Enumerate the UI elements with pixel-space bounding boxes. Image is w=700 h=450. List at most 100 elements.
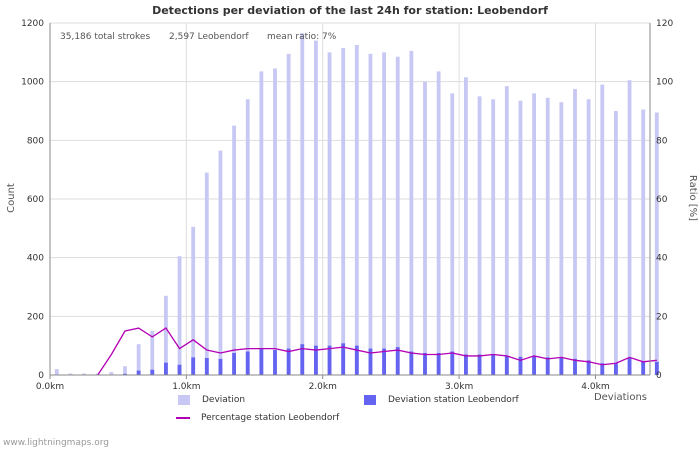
info-total-strokes: 35,186 total strokes: [60, 32, 150, 42]
deviation-bar: [259, 71, 264, 376]
station-bar: [314, 345, 318, 375]
deviation-bar: [54, 369, 59, 375]
chart-title: Detections per deviation of the last 24h…: [152, 4, 548, 17]
deviation-bar: [341, 47, 346, 376]
legend-deviation-label: Deviation: [202, 395, 246, 405]
station-bar: [177, 364, 182, 375]
deviation-bar: [641, 109, 646, 375]
legend-percentage-label: Percentage station Leobendorf: [201, 413, 340, 423]
deviation-bar: [327, 52, 332, 375]
station-bar: [136, 370, 141, 375]
x-tick-label: 0.0km: [36, 382, 64, 392]
station-bar: [450, 351, 455, 375]
deviation-bar: [123, 366, 127, 375]
deviation-bars: [54, 33, 659, 376]
gridlines: [50, 22, 650, 375]
y2-tick-label: 40: [656, 254, 668, 264]
station-bar: [627, 357, 632, 375]
station-bar: [341, 343, 346, 375]
y-axis-label: Count: [6, 183, 17, 213]
station-bars: [123, 343, 659, 375]
y-tick-label: 800: [27, 136, 44, 146]
y-tick-label: 400: [27, 254, 44, 264]
info-mean-ratio: mean ratio: 7%: [267, 32, 337, 42]
deviation-bar: [136, 344, 141, 375]
deviation-bar: [245, 99, 250, 376]
x-axis-label: Deviations: [594, 392, 647, 403]
legend-deviation-swatch: [178, 395, 190, 405]
y-tick-label: 600: [27, 195, 44, 205]
station-bar: [286, 348, 291, 375]
deviation-bar: [395, 56, 400, 375]
station-bar: [245, 351, 250, 375]
deviation-bar: [409, 50, 414, 376]
station-bar: [204, 357, 209, 375]
y-tick-label: 200: [27, 312, 44, 322]
station-bar: [395, 347, 400, 375]
deviation-bar: [423, 81, 427, 376]
deviation-bar: [232, 125, 236, 375]
station-bar: [545, 357, 550, 375]
station-bar: [654, 361, 659, 375]
station-bar: [123, 373, 127, 375]
station-bar: [491, 354, 496, 375]
deviation-bar: [573, 89, 577, 375]
legend-station-swatch: [364, 395, 376, 405]
tick-labels: 0 200 400 600 800 1000 1200 0 20 40 60 80 100 120 0.0k…: [21, 19, 673, 392]
deviation-bar: [150, 331, 155, 375]
station-bar: [573, 358, 577, 375]
deviation-bar: [82, 373, 86, 375]
deviation-bar: [273, 68, 277, 375]
station-bar: [409, 351, 414, 375]
axes: [49, 23, 651, 379]
y-tick-label: 1000: [21, 78, 44, 88]
deviation-bar: [300, 33, 305, 376]
deviation-bar: [518, 100, 523, 375]
station-bar: [532, 355, 536, 375]
x-tick-label: 1.0km: [172, 382, 200, 392]
y-tick-label: 1200: [21, 19, 44, 29]
station-bar: [600, 363, 605, 375]
deviation-bar: [450, 93, 455, 376]
station-bar: [273, 350, 277, 375]
legend-percentage: Percentage station Leobendorf: [176, 413, 339, 423]
deviation-bar: [464, 77, 468, 376]
station-bar: [300, 344, 305, 375]
legend-deviation: Deviation: [178, 395, 245, 405]
deviation-bar: [477, 96, 482, 375]
deviation-bar: [354, 45, 359, 375]
deviation-bar: [286, 53, 291, 376]
x-tick-label: 2.0km: [309, 382, 337, 392]
y2-axis-label: Ratio [%]: [687, 175, 698, 221]
station-bar: [327, 345, 332, 375]
station-bar: [150, 369, 155, 375]
legend-station: Deviation station Leobendorf: [364, 395, 519, 405]
deviation-bar: [600, 84, 605, 375]
station-bar: [477, 354, 482, 375]
deviation-bar: [614, 111, 618, 375]
deviation-bar: [218, 150, 223, 375]
x-tick-label: 3.0km: [445, 382, 473, 392]
station-bar: [382, 348, 386, 375]
y2-tick-label: 100: [656, 78, 673, 88]
station-bar: [641, 361, 646, 375]
footer-source: www.lightningmaps.org: [3, 438, 109, 448]
station-bar: [259, 348, 264, 375]
x-tick-label: 4.0km: [581, 382, 609, 392]
percentage-line: [97, 327, 657, 376]
station-bar: [518, 356, 523, 375]
deviation-bar: [177, 256, 182, 375]
station-bar: [586, 360, 591, 375]
deviation-bar: [436, 71, 441, 376]
station-bar: [354, 345, 359, 375]
info-station-strokes: 2,597 Leobendorf: [169, 32, 249, 42]
deviation-bar: [654, 112, 659, 375]
deviation-bar: [314, 40, 318, 375]
deviation-bar: [191, 226, 196, 375]
deviation-bar: [109, 372, 114, 375]
station-bar: [218, 358, 223, 375]
deviation-bar: [164, 295, 168, 375]
y-tick-label: 0: [38, 371, 44, 381]
station-bar: [559, 357, 564, 375]
